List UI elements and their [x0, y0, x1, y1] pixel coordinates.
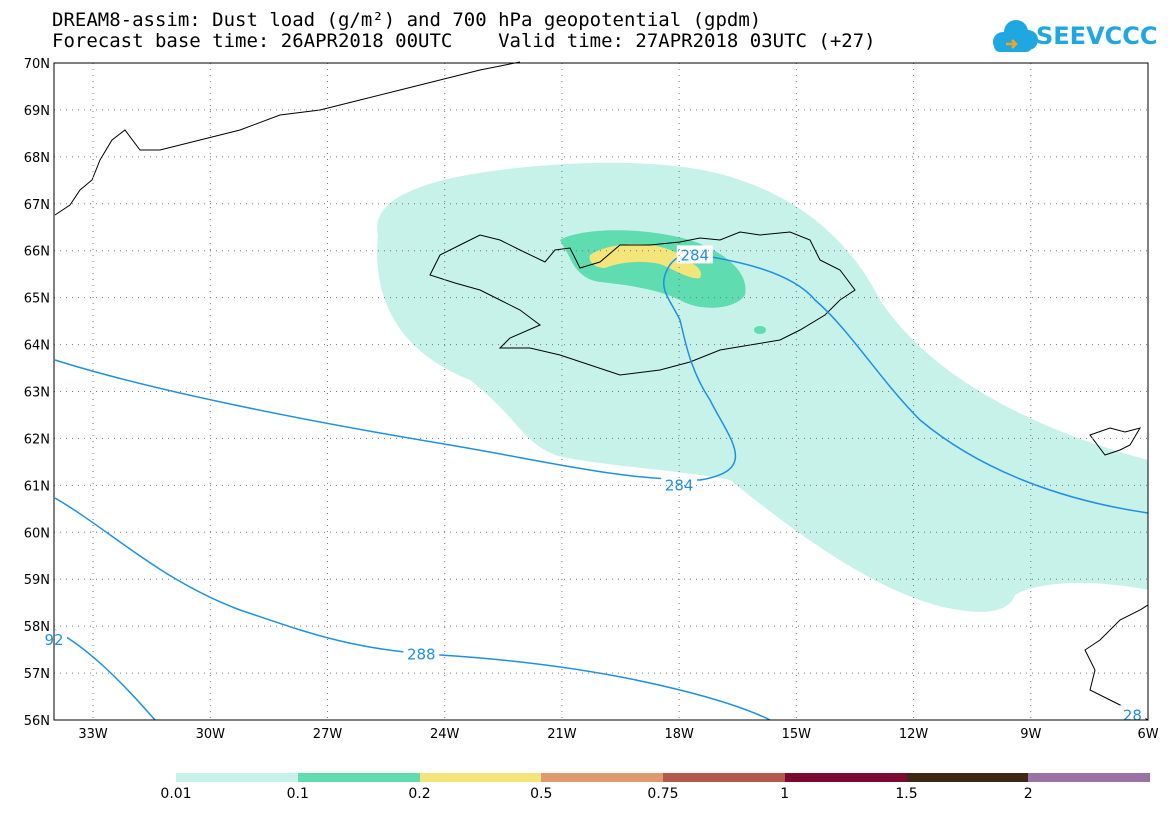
lon-tick-label: 9W [1020, 727, 1041, 742]
lon-tick-label: 6W [1137, 727, 1158, 742]
lat-tick-label: 63N [24, 386, 50, 401]
contour-label-bg [403, 644, 440, 663]
contour-288 [54, 497, 771, 721]
contour-label-bg [1119, 705, 1146, 724]
contour-label-bg [661, 475, 698, 494]
colorbar-segment [176, 773, 298, 782]
colorbar-label: 0.01 [160, 786, 192, 802]
colorbar-label: 0.75 [647, 786, 679, 802]
lat-tick-label: 67N [24, 198, 50, 213]
contour-292 [54, 629, 156, 721]
lat-tick-label: 57N [24, 667, 50, 682]
lon-tick-label: 12W [899, 727, 929, 742]
contour-label-bg [676, 245, 713, 264]
lat-tick-label: 68N [24, 151, 50, 166]
contour-label: 284 [680, 246, 709, 264]
coastline-faroe [1089, 427, 1142, 456]
lat-tick-label: 56N [24, 714, 50, 729]
lat-tick-label: 69N [24, 104, 50, 119]
colorbar-label: 2 [1023, 786, 1033, 802]
lat-tick-label: 70N [24, 57, 50, 72]
lon-tick-label: 24W [430, 727, 460, 742]
lat-tick-labels: 70N 69N 68N 67N 66N 65N 64N 63N 62N 61N 60N 59N 58N 5… [24, 57, 50, 729]
dust-plume-0.01 [377, 162, 1148, 612]
colorbar-label: 1 [780, 786, 790, 802]
colorbar-segment [906, 773, 1029, 782]
coastline-iceland [429, 231, 856, 376]
coastline-scotland [1084, 604, 1149, 721]
coastline-greenland [54, 61, 521, 216]
colorbar-segment [541, 773, 663, 782]
lat-tick-label: 59N [24, 573, 50, 588]
lat-tick-label: 61N [24, 479, 50, 494]
map-title: DREAM8-assim: Dust load (g/m²) and 700 h… [52, 9, 762, 31]
contour-label: 28 [1123, 706, 1142, 724]
lon-tick-labels: 33W 30W 27W 24W 21W 18W 15W 12W 9W 6W [78, 727, 1158, 742]
colorbar-segment [663, 773, 785, 782]
colorbar [176, 773, 1150, 782]
gridlines [54, 63, 1148, 720]
colorbar-label: 0.2 [408, 786, 431, 802]
colorbar-segment [419, 773, 542, 782]
lat-tick-label: 62N [24, 432, 50, 447]
seevccc-logo: SEEVCCC [1036, 22, 1158, 50]
lon-tick-label: 30W [196, 727, 226, 742]
lon-tick-label: 15W [782, 727, 812, 742]
colorbar-segment [1028, 773, 1150, 782]
contour-284-south [54, 253, 1149, 514]
lat-tick-label: 60N [24, 526, 50, 541]
lon-tick-label: 33W [78, 727, 108, 742]
lat-tick-label: 64N [24, 339, 50, 354]
cloud-icon [993, 20, 1038, 52]
lon-tick-label: 27W [313, 727, 343, 742]
lon-tick-label: 21W [547, 727, 577, 742]
contour-label: 288 [407, 645, 436, 663]
colorbar-segment [297, 773, 420, 782]
colorbar-segment [784, 773, 907, 782]
lat-tick-label: 65N [24, 292, 50, 307]
contour-label: 284 [665, 476, 694, 494]
colorbar-label: 1.5 [895, 786, 918, 802]
colorbar-label: 0.1 [286, 786, 309, 802]
lat-tick-label: 58N [24, 620, 50, 635]
dust-patch-0.1 [754, 326, 766, 334]
lon-tick-label: 18W [664, 727, 694, 742]
map-subtitle: Forecast base time: 26APR2018 00UTC Vali… [52, 30, 876, 52]
colorbar-label: 0.5 [530, 786, 553, 802]
map-frame [53, 62, 1149, 721]
dust-patch-0.2 [589, 244, 701, 279]
dust-load-shading [377, 162, 1148, 612]
lat-tick-label: 66N [24, 245, 50, 260]
